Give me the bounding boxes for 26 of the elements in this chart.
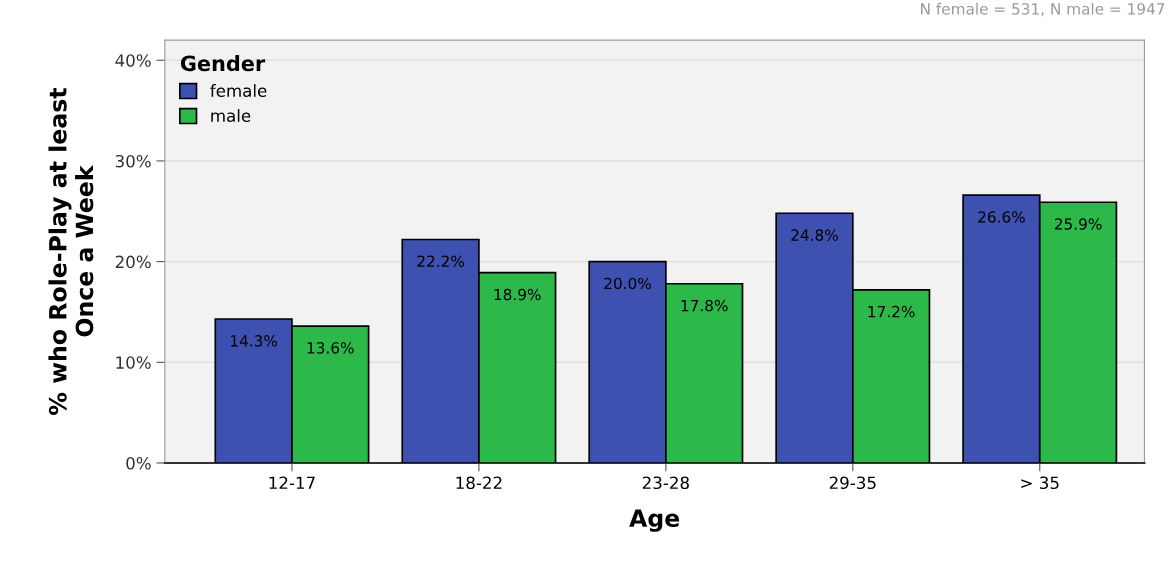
y-tick-label: 20% bbox=[115, 255, 151, 269]
data-label: 20.0% bbox=[604, 277, 651, 290]
data-label: 13.6% bbox=[307, 342, 354, 354]
text: N female = 531, N male = 1947 bbox=[921, 2, 1165, 17]
x-tick-label: 12-17 bbox=[269, 476, 315, 489]
data-label: 17.2% bbox=[868, 305, 915, 318]
data-label: 25.9% bbox=[1054, 218, 1102, 230]
legend-label: male bbox=[211, 109, 251, 122]
x-tick-label: 29-35 bbox=[829, 476, 876, 490]
x-axis-title: Age bbox=[629, 509, 680, 532]
y-axis-title: % who Role-Play at least Once a Week bbox=[48, 87, 94, 415]
data-label: 17.8% bbox=[681, 299, 728, 312]
data-label: 22.2% bbox=[417, 255, 465, 268]
y-tick-label: 0% bbox=[126, 456, 151, 470]
data-label: 18.9% bbox=[494, 288, 541, 301]
y-tick-label: 30% bbox=[115, 154, 151, 168]
x-tick-label: 23-28 bbox=[642, 476, 689, 490]
y-tick-label: 40% bbox=[115, 54, 151, 67]
data-label: 26.6% bbox=[978, 211, 1025, 223]
x-tick-label: 18-22 bbox=[456, 476, 502, 490]
data-label: 14.3% bbox=[231, 335, 278, 347]
x-tick-label: > 35 bbox=[1021, 476, 1059, 490]
legend-label: female bbox=[210, 84, 267, 98]
legend-title: Gender bbox=[180, 55, 266, 72]
data-label: 24.8% bbox=[791, 229, 838, 241]
y-tick-label: 10% bbox=[116, 356, 151, 369]
